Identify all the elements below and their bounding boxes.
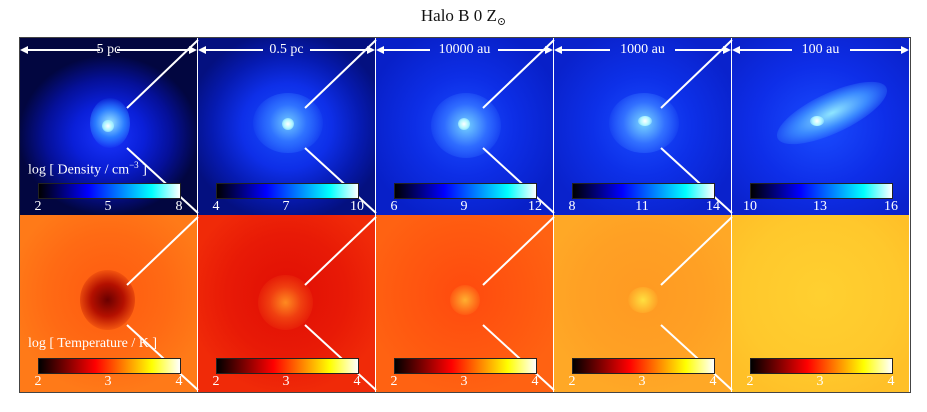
temperature-colorbar-3 [394,358,537,374]
tick-label: 2 [390,374,398,389]
temperature-colorbar-2 [216,358,359,374]
temperature-ticks-4: 2 3 4 [566,374,731,392]
tick-label: 8 [568,199,576,214]
tick-label: 11 [635,199,649,214]
tick-label: 8 [175,199,183,214]
temperature-quantity-label: log [ Temperature / K ] [28,336,157,351]
tick-label: 4 [175,374,183,389]
temperature-ticks-5: 2 3 4 [744,374,909,392]
scale-bar-2: 0.5 pc [269,42,304,57]
tick-label: 3 [816,374,824,389]
scale-bar-3: 10000 au [438,42,491,57]
tick-label: 3 [460,374,468,389]
tick-label: 2 [34,199,42,214]
density-colorbar-1 [38,183,181,199]
tick-label: 4 [709,374,717,389]
tick-label: 4 [212,199,220,214]
figure-title: Halo B 0 Z⊙ [420,6,507,28]
temperature-colorbar-1 [38,358,181,374]
density-quantity-label: log [ Density / cm−3 ] [28,160,147,178]
tick-label: 3 [104,374,112,389]
tick-label: 10 [743,199,757,214]
panel-grid: 5 pc 0.5 pc 10000 au 1000 au 100 au [19,37,911,393]
tick-label: 2 [212,374,220,389]
scale-bar-1: 5 pc [96,42,121,57]
density-ticks-1: 2 5 8 [32,199,197,217]
tick-label: 10 [350,199,364,214]
density-colorbar-4 [572,183,715,199]
density-colorbar-3 [394,183,537,199]
density-colorbar-2 [216,183,359,199]
tick-label: 13 [813,199,827,214]
tick-label: 3 [638,374,646,389]
tick-label: 2 [746,374,754,389]
temperature-ticks-1: 2 3 4 [32,374,197,392]
tick-label: 9 [460,199,468,214]
scale-bar-5: 100 au [801,42,840,57]
tick-label: 3 [282,374,290,389]
tick-label: 16 [884,199,898,214]
tick-label: 5 [104,199,112,214]
tick-label: 7 [282,199,290,214]
scale-bar-4: 1000 au [620,42,665,57]
tick-label: 2 [34,374,42,389]
tick-label: 12 [528,199,542,214]
temperature-colorbar-4 [572,358,715,374]
temperature-ticks-3: 2 3 4 [388,374,553,392]
temperature-ticks-2: 2 3 4 [210,374,375,392]
tick-label: 4 [353,374,361,389]
tick-label: 4 [887,374,895,389]
tick-label: 2 [568,374,576,389]
tick-label: 14 [706,199,720,214]
density-ticks-4: 8 11 14 [566,199,731,217]
density-ticks-5: 10 13 16 [743,199,909,217]
density-ticks-2: 4 7 10 [210,199,375,217]
tick-label: 4 [531,374,539,389]
tick-label: 6 [390,199,398,214]
density-colorbar-5 [750,183,893,199]
temperature-colorbar-5 [750,358,893,374]
density-ticks-3: 6 9 12 [388,199,553,217]
